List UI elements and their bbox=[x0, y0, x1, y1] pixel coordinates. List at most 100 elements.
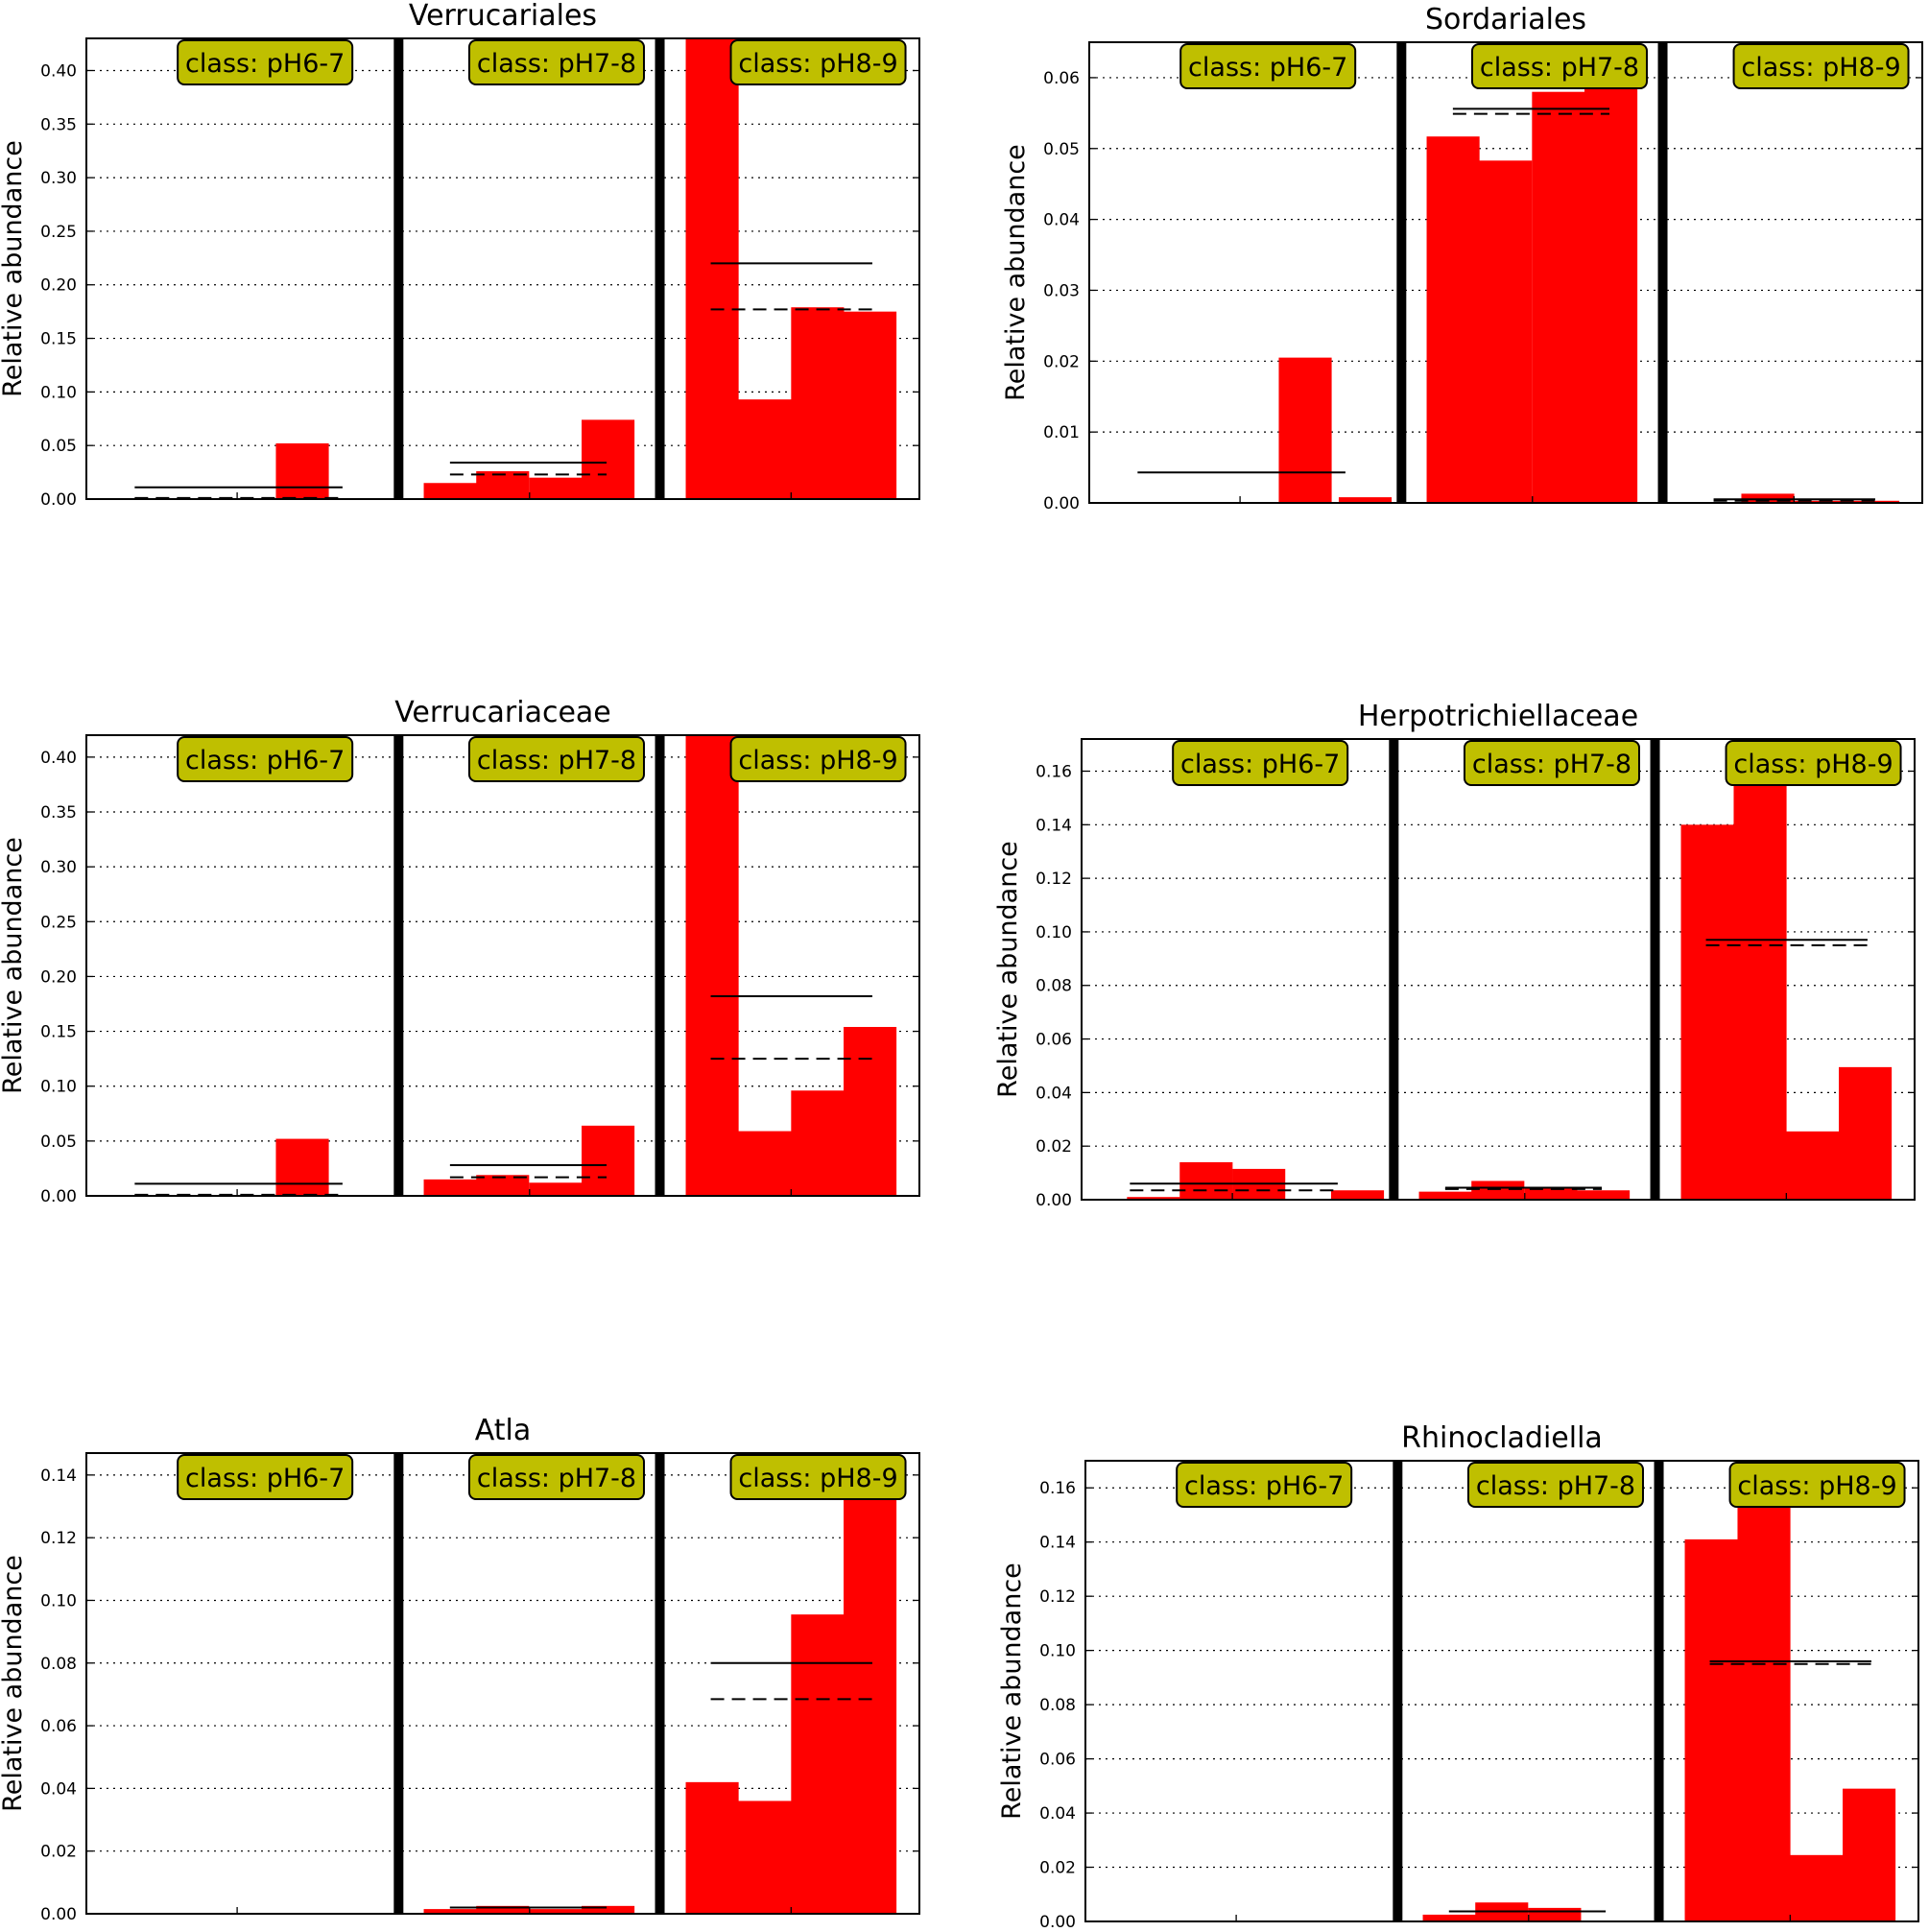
y-tick-label: 0.40 bbox=[40, 61, 77, 81]
chart-title: Atla bbox=[475, 1414, 531, 1447]
y-tick-label: 0.00 bbox=[40, 1187, 77, 1206]
chart-panel: Verrucariaceae Relative abundance 0.00 0.05… bbox=[0, 696, 920, 1206]
chart-title: Sordariales bbox=[1425, 3, 1586, 36]
y-tick-label: 0.00 bbox=[40, 490, 77, 510]
axes-frame bbox=[85, 1452, 920, 1915]
chart-panel: Atla Relative abundance 0.00 0.02 0.04 0.06 0.… bbox=[0, 1414, 920, 1924]
y-tick-label: 0.20 bbox=[40, 276, 77, 296]
y-tick-label: 0.04 bbox=[40, 1779, 77, 1799]
bar bbox=[1684, 1538, 1738, 1921]
chart-title: Herpotrichiellaceae bbox=[1358, 700, 1638, 733]
bar bbox=[582, 1905, 635, 1914]
class-badge-label: class: pH7-8 bbox=[1476, 1471, 1635, 1501]
bar bbox=[1843, 1788, 1896, 1921]
bar bbox=[1733, 739, 1787, 1200]
bar bbox=[1584, 42, 1638, 503]
bar bbox=[476, 470, 530, 499]
bar bbox=[476, 1175, 530, 1196]
plot-area bbox=[134, 1453, 897, 1914]
bar bbox=[1846, 500, 1900, 503]
y-tick-label: 0.35 bbox=[40, 803, 77, 823]
bar bbox=[738, 1131, 792, 1196]
class-badge bbox=[1728, 1462, 1906, 1508]
y-tick-label: 0.16 bbox=[1039, 1479, 1076, 1498]
class-badge bbox=[1725, 740, 1902, 786]
y-tick-label: 0.10 bbox=[40, 1078, 77, 1097]
y-tick-label: 0.06 bbox=[40, 1717, 77, 1736]
bar bbox=[1737, 1461, 1791, 1921]
chart-title: Verrucariales bbox=[409, 0, 597, 33]
class-badge-label: class: pH7-8 bbox=[477, 1464, 636, 1493]
bar bbox=[685, 38, 739, 499]
chart-panel: Rhinocladiella Relative abundance 0.00 0.02… bbox=[997, 1421, 1919, 1932]
y-tick-label: 0.00 bbox=[1036, 1191, 1072, 1210]
y-tick-label: 0.08 bbox=[1036, 977, 1072, 996]
bar bbox=[1422, 1914, 1476, 1921]
y-tick-label: 0.25 bbox=[40, 913, 77, 932]
class-badge-label: class: pH8-9 bbox=[1737, 1471, 1896, 1501]
plot-area bbox=[1127, 739, 1893, 1200]
y-tick-label: 0.05 bbox=[40, 1133, 77, 1152]
bar bbox=[1471, 1181, 1525, 1200]
bar bbox=[423, 1909, 477, 1914]
y-tick-label: 0.10 bbox=[40, 383, 77, 402]
class-badge-label: class: pH7-8 bbox=[477, 49, 636, 79]
bar bbox=[423, 483, 477, 499]
y-tick-label: 0.15 bbox=[40, 330, 77, 349]
bar bbox=[844, 1027, 897, 1196]
class-badge bbox=[1176, 1462, 1353, 1508]
y-axis-label: Relative abundance bbox=[997, 1562, 1027, 1820]
bar bbox=[275, 442, 329, 499]
chart-title: Verrucariaceae bbox=[394, 696, 611, 729]
class-badge bbox=[729, 1454, 907, 1500]
y-tick-label: 0.20 bbox=[40, 967, 77, 987]
class-badge bbox=[729, 39, 907, 85]
bar bbox=[529, 1909, 583, 1914]
bar bbox=[1839, 1066, 1893, 1200]
class-badge bbox=[1466, 1462, 1644, 1508]
class-badge-label: class: pH7-8 bbox=[1472, 750, 1631, 779]
bar bbox=[582, 419, 635, 499]
bar bbox=[1528, 1907, 1582, 1921]
class-badge-label: class: pH8-9 bbox=[738, 49, 897, 79]
bar bbox=[423, 1179, 477, 1196]
class-badge bbox=[729, 736, 907, 782]
class-badge bbox=[467, 39, 645, 85]
y-tick-label: 0.14 bbox=[1039, 1534, 1076, 1553]
bar bbox=[1524, 1187, 1578, 1200]
axes-frame bbox=[1088, 41, 1923, 504]
y-axis-label: Relative abundance bbox=[993, 841, 1023, 1098]
y-tick-label: 0.02 bbox=[1036, 1137, 1072, 1157]
y-tick-label: 0.04 bbox=[1036, 1084, 1072, 1103]
y-tick-label: 0.30 bbox=[40, 858, 77, 877]
y-tick-label: 0.10 bbox=[1036, 923, 1072, 942]
y-tick-label: 0.05 bbox=[40, 437, 77, 456]
class-badge bbox=[177, 39, 354, 85]
bar bbox=[791, 1090, 845, 1196]
y-axis-label: Relative abundance bbox=[0, 140, 28, 397]
class-badge-label: class: pH7-8 bbox=[1480, 53, 1639, 83]
y-tick-label: 0.16 bbox=[1036, 762, 1072, 781]
bar bbox=[1330, 1190, 1385, 1200]
bar bbox=[1790, 1854, 1844, 1921]
y-tick-label: 0.02 bbox=[1043, 352, 1080, 371]
y-tick-label: 0.06 bbox=[1036, 1031, 1072, 1050]
bar bbox=[1338, 497, 1393, 503]
class-badge-label: class: pH6-7 bbox=[1188, 53, 1347, 83]
y-tick-label: 0.14 bbox=[40, 1467, 77, 1486]
class-badge bbox=[1463, 740, 1640, 786]
class-badge bbox=[177, 736, 354, 782]
bar bbox=[1479, 160, 1533, 503]
class-badge-label: class: pH6-7 bbox=[185, 746, 345, 775]
bar bbox=[791, 1614, 845, 1914]
bar bbox=[1786, 1131, 1840, 1200]
y-tick-label: 0.05 bbox=[1043, 140, 1080, 159]
bar bbox=[529, 1182, 583, 1196]
y-tick-label: 0.00 bbox=[1039, 1913, 1076, 1932]
bar bbox=[1127, 1197, 1180, 1200]
axes-frame bbox=[1081, 738, 1916, 1201]
y-tick-label: 0.12 bbox=[40, 1529, 77, 1548]
class-badge-label: class: pH7-8 bbox=[477, 746, 636, 775]
y-tick-label: 0.04 bbox=[1043, 211, 1080, 230]
y-tick-label: 0.01 bbox=[1043, 423, 1080, 442]
